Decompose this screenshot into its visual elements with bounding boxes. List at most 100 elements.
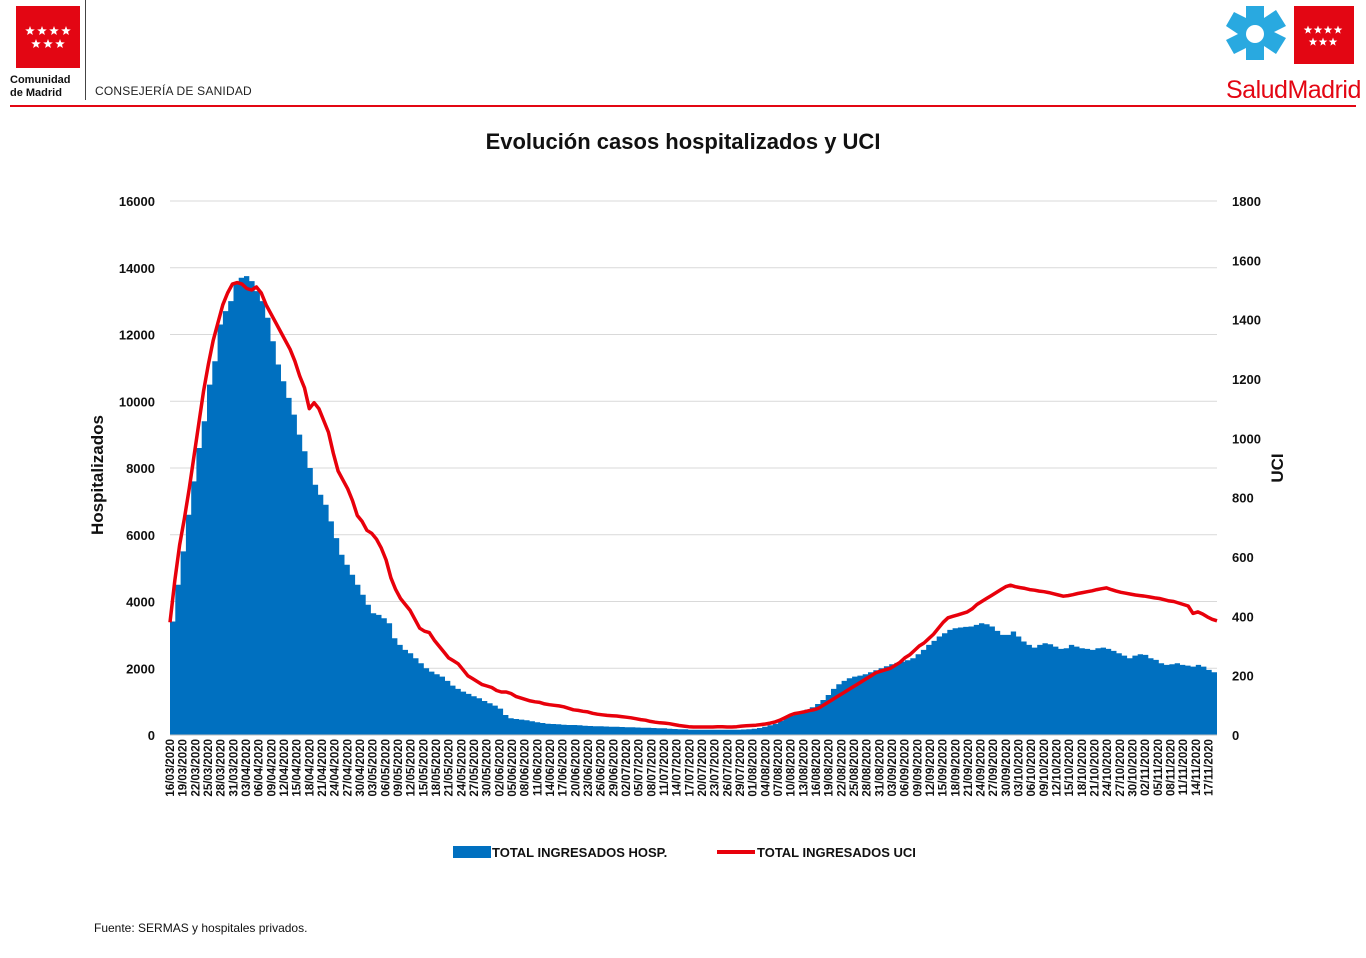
x-tick-label: 27/10/2020: [1115, 739, 1127, 797]
y-tick-label: 16000: [119, 194, 155, 209]
x-tick-label: 27/04/2020: [342, 739, 354, 797]
source-note: Fuente: SERMAS y hospitales privados.: [94, 921, 308, 935]
y-tick-label: 8000: [126, 461, 155, 476]
x-tick-label: 22/03/2020: [190, 739, 202, 797]
legend-label-hosp: TOTAL INGRESADOS HOSP.: [492, 845, 667, 860]
x-tick-label: 18/09/2020: [950, 739, 962, 797]
chart-title: Evolución casos hospitalizados y UCI: [485, 129, 881, 154]
x-tick-label: 03/05/2020: [368, 739, 380, 797]
x-tick-label: 07/08/2020: [773, 739, 785, 797]
x-tick-label: 30/09/2020: [1001, 739, 1013, 797]
x-tick-label: 01/08/2020: [748, 739, 760, 797]
x-tick-label: 09/05/2020: [393, 739, 405, 797]
y2-axis-label: UCI: [1268, 453, 1287, 482]
x-tick-label: 16/03/2020: [165, 739, 177, 797]
x-tick-label: 27/05/2020: [469, 739, 481, 797]
x-tick-label: 08/11/2020: [1166, 739, 1178, 796]
region-name: Comunidad de Madrid: [10, 74, 100, 100]
x-tick-label: 22/08/2020: [836, 739, 848, 797]
x-tick-label: 06/09/2020: [900, 739, 912, 797]
x-tick-label: 08/07/2020: [646, 739, 658, 797]
x-tick-label: 10/08/2020: [786, 739, 798, 797]
x-tick-label: 24/04/2020: [330, 739, 342, 797]
y2-tick-label: 1400: [1232, 313, 1261, 328]
x-tick-label: 15/10/2020: [1064, 739, 1076, 797]
x-tick-label: 12/04/2020: [279, 739, 291, 797]
x-tick-label: 06/05/2020: [380, 739, 392, 797]
x-tick-label: 26/07/2020: [722, 739, 734, 797]
brand-name: SaludMadrid: [1226, 76, 1361, 104]
uci-line-series: [168, 280, 1218, 729]
y-tick-label: 0: [148, 728, 155, 743]
stars-icon: [25, 26, 71, 48]
x-tick-label: 21/10/2020: [1090, 739, 1102, 797]
x-tick-label: 14/11/2020: [1191, 739, 1203, 796]
x-tick-label: 30/10/2020: [1128, 739, 1140, 797]
x-tick-label: 19/03/2020: [178, 739, 190, 797]
x-tick-label: 19/08/2020: [824, 739, 836, 797]
hosp-area-series: [170, 276, 1217, 735]
health-cross-icon: [1226, 6, 1354, 64]
x-tick-label: 29/07/2020: [735, 739, 747, 797]
hosp-area-layer: [170, 276, 1217, 735]
x-tick-label: 15/05/2020: [418, 739, 430, 797]
header-divider: [85, 0, 86, 100]
x-tick-label: 20/06/2020: [570, 739, 582, 797]
saludmadrid-logo: SaludMadrid: [1224, 4, 1361, 104]
x-tick-label: 28/03/2020: [216, 739, 228, 797]
x-tick-label: 14/07/2020: [672, 739, 684, 797]
x-tick-label: 30/04/2020: [355, 739, 367, 797]
x-tick-label: 16/08/2020: [811, 739, 823, 797]
y2-tick-label: 400: [1232, 609, 1254, 624]
x-tick-label: 03/10/2020: [1014, 739, 1026, 797]
page-header: Comunidad de Madrid CONSEJERÍA DE SANIDA…: [0, 0, 1366, 110]
x-tick-label: 03/04/2020: [241, 739, 253, 797]
y-tick-label: 4000: [126, 595, 155, 610]
x-tick-label: 18/05/2020: [431, 739, 443, 797]
x-tick-label: 23/06/2020: [583, 739, 595, 797]
y2-tick-label: 200: [1232, 669, 1254, 684]
x-tick-label: 21/05/2020: [444, 739, 456, 797]
x-tick-label: 03/09/2020: [887, 739, 899, 797]
y-tick-label: 6000: [126, 528, 155, 543]
x-tick-label: 21/04/2020: [317, 739, 329, 797]
comunidad-madrid-logo: Comunidad de Madrid: [10, 6, 84, 102]
y2-tick-label: 600: [1232, 550, 1254, 565]
x-tick-label: 20/07/2020: [697, 739, 709, 797]
x-tick-label: 18/04/2020: [304, 739, 316, 797]
y2-tick-label: 0: [1232, 728, 1239, 743]
x-tick-label: 27/09/2020: [988, 739, 1000, 797]
y2-tick-label: 1800: [1232, 194, 1261, 209]
x-tick-label: 12/05/2020: [406, 739, 418, 797]
y-axis-label: Hospitalizados: [88, 415, 107, 535]
y-tick-label: 12000: [119, 328, 155, 343]
x-tick-label: 21/09/2020: [963, 739, 975, 797]
legend-swatch-hosp: [453, 846, 491, 858]
x-tick-label: 28/08/2020: [862, 739, 874, 797]
x-tick-label: 02/11/2020: [1140, 739, 1152, 796]
x-tick-label: 31/03/2020: [228, 739, 240, 797]
header-rule: [10, 105, 1356, 107]
y-tick-label: 10000: [119, 394, 155, 409]
x-tick-label: 05/11/2020: [1153, 739, 1165, 796]
x-axis-ticks: 16/03/2020 19/03/2020 22/03/2020 25/03/2020…: [165, 739, 1216, 797]
x-tick-label: 15/09/2020: [938, 739, 950, 797]
x-tick-label: 09/10/2020: [1039, 739, 1051, 797]
x-tick-label: 11/11/2020: [1178, 739, 1190, 795]
y2-tick-label: 1000: [1232, 431, 1261, 446]
x-tick-label: 25/03/2020: [203, 739, 215, 797]
x-tick-label: 11/07/2020: [659, 739, 671, 796]
legend: TOTAL INGRESADOS HOSP. TOTAL INGRESADOS …: [453, 845, 916, 860]
x-tick-label: 08/06/2020: [520, 739, 532, 797]
x-tick-label: 17/07/2020: [684, 739, 696, 797]
x-tick-label: 18/10/2020: [1077, 739, 1089, 797]
x-tick-label: 17/06/2020: [558, 739, 570, 797]
y2-tick-label: 1200: [1232, 372, 1261, 387]
x-tick-label: 04/08/2020: [760, 739, 772, 797]
x-tick-label: 02/07/2020: [621, 739, 633, 797]
x-tick-label: 30/05/2020: [482, 739, 494, 797]
madrid-flag-icon: [16, 6, 80, 68]
x-tick-label: 05/06/2020: [507, 739, 519, 797]
x-tick-label: 13/08/2020: [798, 739, 810, 797]
